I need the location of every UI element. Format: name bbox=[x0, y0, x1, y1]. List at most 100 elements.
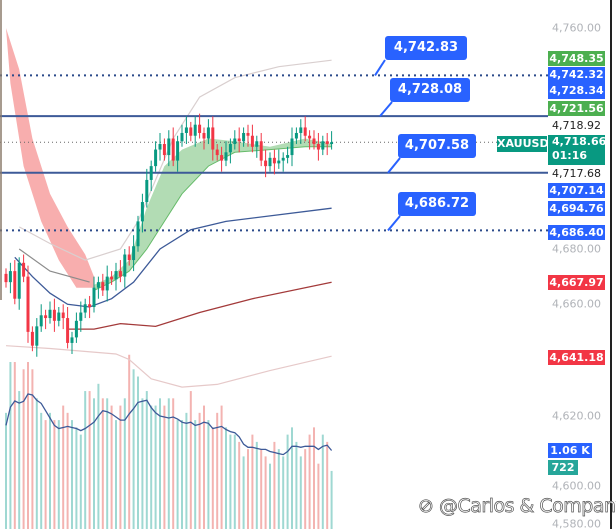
candle-body bbox=[215, 149, 219, 156]
candle-body bbox=[88, 304, 92, 308]
y-tick: 4,760.00 bbox=[552, 21, 601, 35]
volume-bar bbox=[189, 391, 192, 529]
candle-body bbox=[189, 127, 193, 136]
candle-body bbox=[44, 315, 48, 319]
candle-body bbox=[96, 282, 100, 288]
volume-bar bbox=[326, 441, 329, 529]
volume-bar bbox=[260, 449, 263, 529]
symbol-tag: XAUUSD bbox=[497, 136, 549, 152]
volume-bar bbox=[233, 434, 236, 529]
candle-body bbox=[22, 262, 26, 277]
level-label[interactable]: 4,707.58 bbox=[398, 134, 476, 158]
volume-bar bbox=[242, 456, 245, 529]
candle-body bbox=[57, 312, 61, 321]
candle-body bbox=[330, 142, 334, 145]
candle-body bbox=[66, 318, 70, 343]
volume-bar bbox=[211, 427, 214, 529]
volume-bar bbox=[154, 405, 157, 529]
volume-pane bbox=[5, 354, 333, 529]
axis-tag-level: 4,707.14 bbox=[548, 183, 605, 198]
ribbon-bearish-fill bbox=[6, 28, 94, 288]
axis-tag-low: 4,717.68 bbox=[552, 167, 601, 180]
watermark-logo-icon: ⊘ bbox=[418, 495, 435, 517]
candle-body bbox=[167, 138, 171, 156]
watermark-text: @Carlos & Company bbox=[438, 495, 616, 517]
volume-bar bbox=[194, 420, 197, 529]
volume-bar bbox=[277, 449, 280, 529]
volume-ma-line bbox=[5, 393, 333, 456]
volume-bar bbox=[13, 362, 16, 529]
candle-body bbox=[30, 331, 34, 346]
volume-bar bbox=[203, 405, 205, 529]
candle-body bbox=[136, 221, 140, 247]
level-pointer bbox=[387, 157, 401, 174]
candle-body bbox=[74, 320, 78, 338]
candle-body bbox=[277, 160, 281, 164]
level-pointer bbox=[374, 59, 386, 76]
candle-body bbox=[149, 166, 153, 180]
volume-bar bbox=[141, 398, 144, 529]
volume-bar bbox=[238, 441, 241, 529]
blue-ma-line bbox=[14, 207, 332, 308]
candle-body bbox=[316, 144, 320, 150]
candle-body bbox=[220, 155, 224, 161]
candle-body bbox=[250, 135, 254, 147]
volume-bar bbox=[106, 398, 109, 529]
axis-tag-level: 4,742.32 bbox=[548, 67, 605, 83]
volume-bar bbox=[181, 420, 183, 529]
candle-body bbox=[294, 132, 298, 139]
candle-body bbox=[233, 138, 237, 145]
candle-body bbox=[105, 276, 109, 291]
level-label[interactable]: 4,742.83 bbox=[385, 36, 467, 60]
volume-bar bbox=[299, 456, 302, 529]
volume-bar bbox=[22, 369, 25, 529]
volume-bar bbox=[62, 405, 65, 529]
candle-body bbox=[110, 276, 114, 280]
level-pointer bbox=[379, 101, 393, 117]
current-price: 4,718.66 bbox=[552, 135, 607, 148]
volume-bar bbox=[5, 412, 7, 529]
volume-bar bbox=[321, 434, 324, 529]
lower-band-line bbox=[5, 345, 332, 388]
volume-bar bbox=[163, 405, 166, 529]
volume-bar bbox=[31, 369, 34, 529]
axis-tag-level: 4,728.34 bbox=[548, 83, 605, 99]
candle-body bbox=[4, 273, 8, 283]
y-tick: 4,660.00 bbox=[552, 297, 601, 311]
volume-bar bbox=[198, 412, 201, 529]
axis-tag-high: 4,718.92 bbox=[552, 119, 601, 132]
volume-bar bbox=[291, 427, 293, 529]
candle-body bbox=[202, 132, 206, 139]
candle-body bbox=[158, 144, 162, 150]
candle-body bbox=[272, 157, 276, 164]
candle-body bbox=[48, 309, 52, 319]
volume-bar bbox=[172, 398, 175, 529]
volume-bar bbox=[269, 463, 271, 529]
candle-body bbox=[184, 127, 188, 133]
volume-bar bbox=[295, 441, 298, 529]
candle-body bbox=[13, 271, 17, 299]
volume-bar bbox=[115, 420, 117, 529]
volume-bar bbox=[229, 434, 232, 529]
candle-body bbox=[198, 124, 202, 133]
volume-bar bbox=[18, 391, 21, 529]
candle-body bbox=[140, 202, 144, 222]
volume-bar bbox=[84, 391, 87, 529]
axis-tag-red-ma: 4,667.97 bbox=[548, 275, 605, 290]
volume-bar bbox=[66, 412, 69, 529]
current-price-tag: 4,718.66 01:16 bbox=[548, 135, 607, 165]
axis-tag-level: 4,686.40 bbox=[548, 225, 605, 240]
candle-body bbox=[224, 152, 228, 161]
volume-bar bbox=[286, 434, 289, 529]
candle-body bbox=[290, 138, 294, 156]
volume-bar bbox=[97, 383, 100, 529]
candle-body bbox=[246, 132, 250, 136]
candle-body bbox=[114, 271, 118, 280]
candle-body bbox=[281, 157, 285, 161]
level-label[interactable]: 4,728.08 bbox=[390, 78, 470, 102]
volume-bar bbox=[176, 420, 179, 529]
volume-bar bbox=[308, 434, 311, 529]
level-label[interactable]: 4,686.72 bbox=[398, 192, 476, 216]
y-tick: 4,580.00 bbox=[552, 517, 601, 531]
